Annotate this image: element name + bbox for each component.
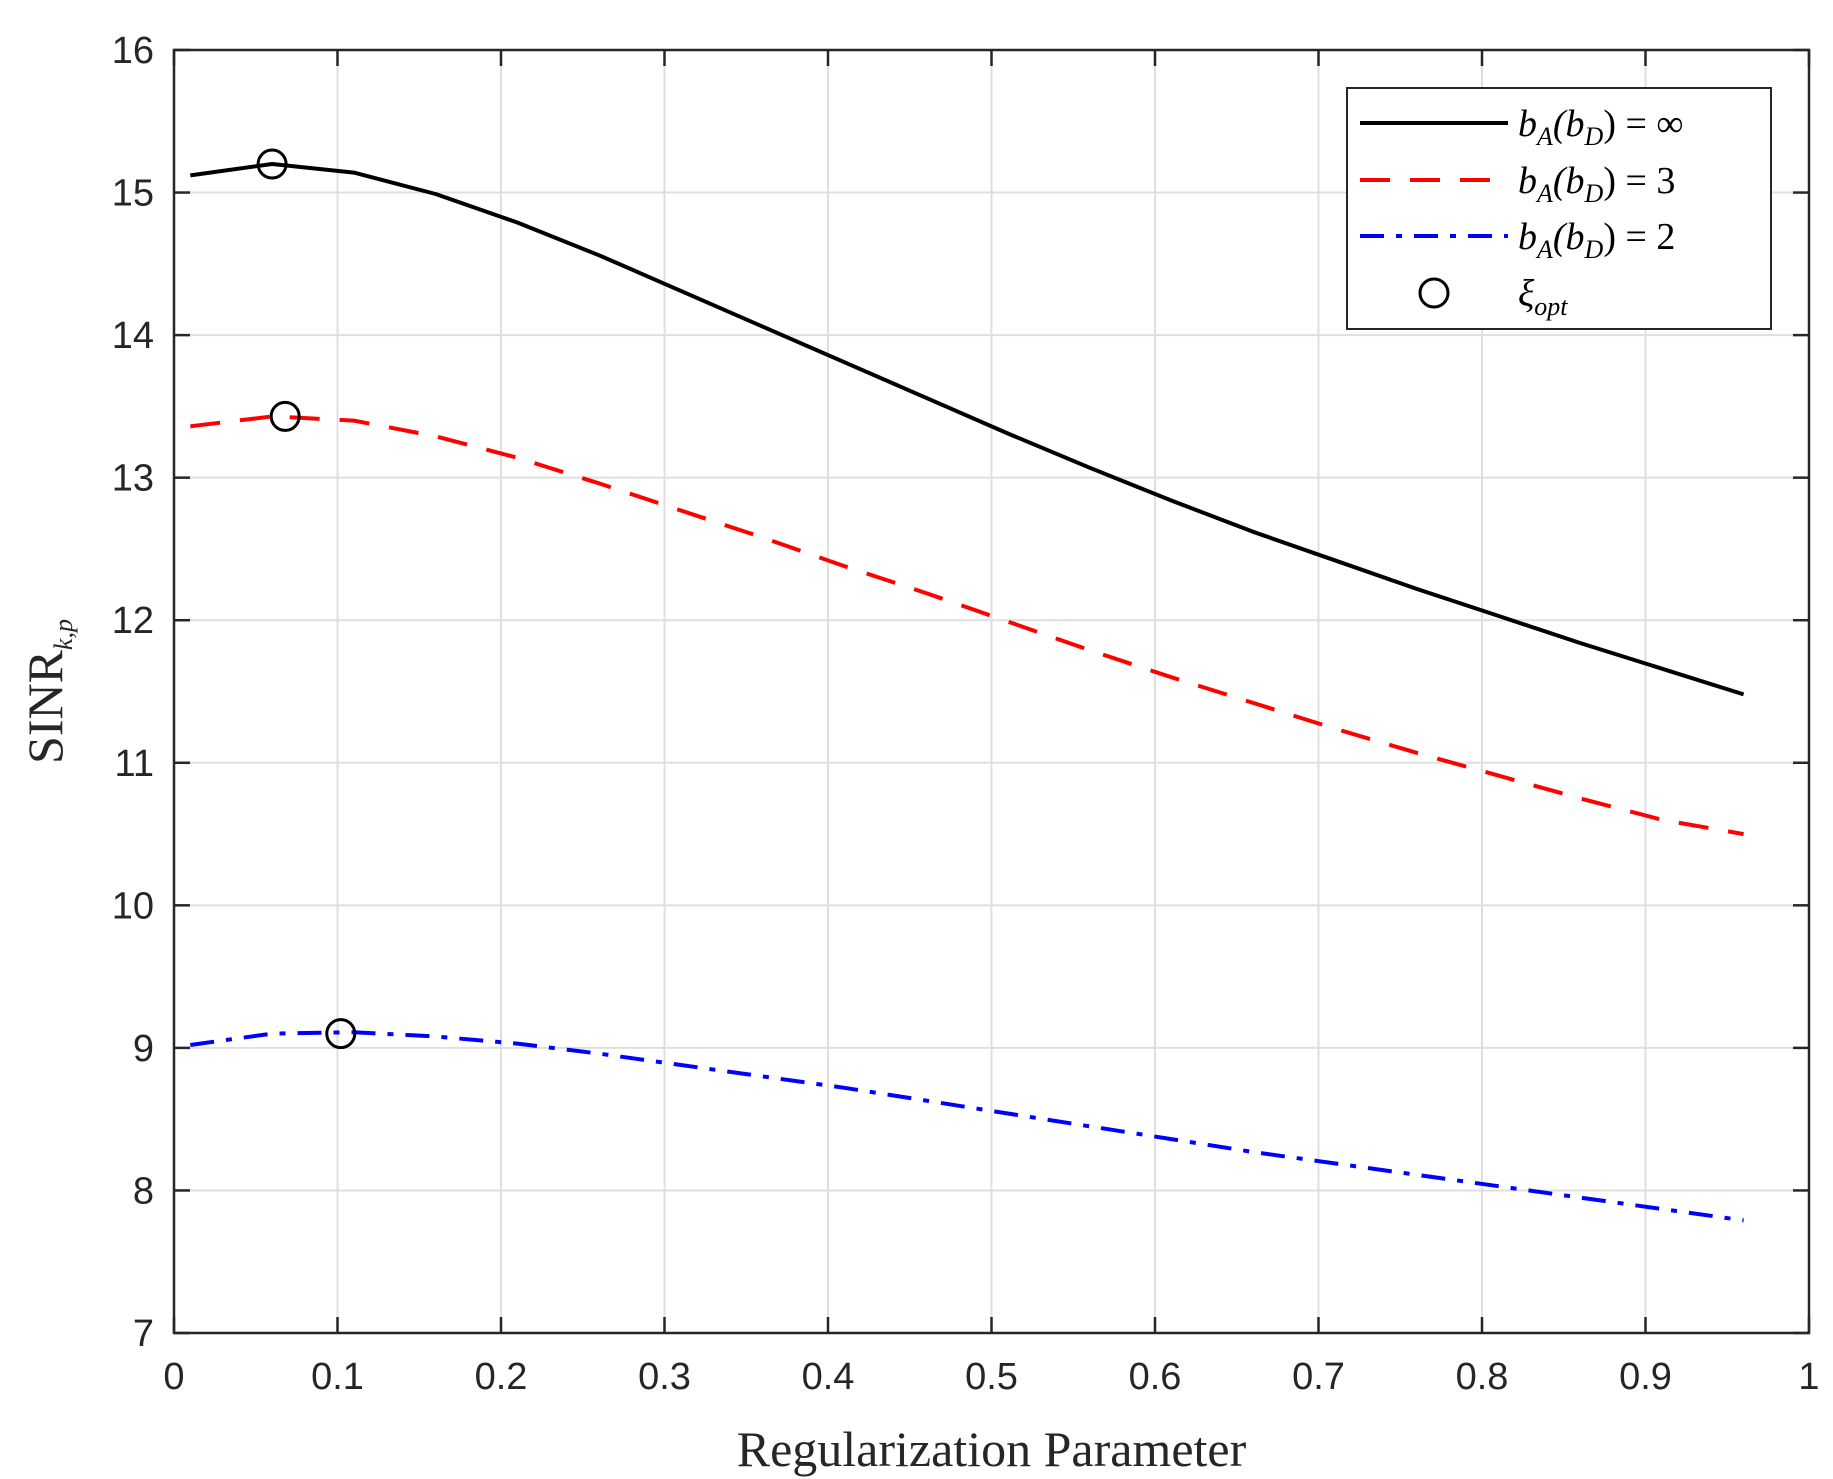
y-tick-label: 8 bbox=[133, 1170, 154, 1212]
optimum-marker bbox=[256, 148, 288, 180]
x-axis-title: Regularization Parameter bbox=[737, 1421, 1247, 1477]
legend-entries: bA(bD) = ∞ bA(bD) = 3 bA(bD) = 2 ξopt bbox=[1360, 103, 1684, 321]
y-tick-label: 14 bbox=[112, 315, 154, 357]
series-line-3 bbox=[190, 1030, 1744, 1223]
legend-label-2: bA(bD) = 3 bbox=[1518, 160, 1675, 208]
y-tick-label: 11 bbox=[115, 743, 154, 785]
series-layer bbox=[190, 162, 1745, 1223]
y-tick-label: 16 bbox=[112, 30, 154, 72]
x-tick-label: 0.3 bbox=[638, 1356, 691, 1398]
legend-box bbox=[1346, 87, 1772, 330]
x-tick-label: 0.8 bbox=[1456, 1356, 1509, 1398]
series-line-1 bbox=[190, 162, 1745, 697]
y-tick-label: 15 bbox=[112, 173, 154, 215]
legend-label-3: bA(bD) = 2 bbox=[1518, 216, 1675, 264]
y-axis-title-main: SINR bbox=[17, 649, 73, 764]
y-tick-label: 12 bbox=[112, 600, 154, 642]
x-tick-label: 0.1 bbox=[311, 1356, 364, 1398]
tick-labels: 0 0.1 0.2 0.3 0.4 0.5 0.6 0.7 0.8 0.9 1 7 8 9 10 11 12 13… bbox=[112, 30, 1820, 1398]
y-tick-label: 10 bbox=[112, 885, 154, 927]
x-tick-label: 0.4 bbox=[802, 1356, 855, 1398]
legend-label-4: ξopt bbox=[1518, 273, 1568, 321]
x-tick-label: 0 bbox=[163, 1356, 184, 1398]
y-tick-label: 13 bbox=[112, 458, 154, 500]
x-tick-label: 0.7 bbox=[1292, 1356, 1345, 1398]
legend-label-1: bA(bD) = ∞ bbox=[1518, 103, 1684, 151]
y-tick-label: 7 bbox=[133, 1313, 154, 1355]
series-line-2 bbox=[190, 414, 1744, 837]
y-tick-label: 9 bbox=[133, 1028, 154, 1070]
x-tick-label: 0.5 bbox=[965, 1356, 1018, 1398]
optimum-marker bbox=[269, 400, 301, 432]
legend-marker bbox=[1418, 277, 1450, 309]
x-tick-label: 1 bbox=[1798, 1356, 1819, 1398]
axis-ticks bbox=[172, 48, 1811, 1335]
x-tick-label: 0.2 bbox=[475, 1356, 528, 1398]
x-tick-label: 0.9 bbox=[1619, 1356, 1672, 1398]
legend: bA(bD) = ∞ bA(bD) = 3 bA(bD) = 2 ξopt bbox=[1346, 87, 1772, 330]
optimum-markers bbox=[256, 148, 357, 1050]
y-axis-title: SINRk,p bbox=[17, 619, 78, 764]
x-tick-label: 0.6 bbox=[1129, 1356, 1182, 1398]
optimum-marker bbox=[325, 1018, 357, 1050]
y-axis-title-sub: k,p bbox=[49, 619, 78, 650]
